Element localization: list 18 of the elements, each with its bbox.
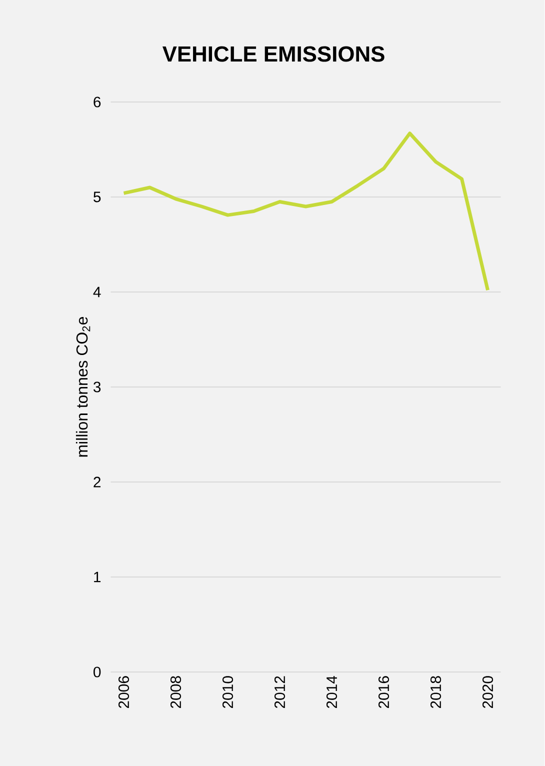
x-tick-label: 2008 — [170, 676, 182, 708]
x-tick-label: 2020 — [482, 676, 494, 708]
y-tick-label: 3 — [94, 382, 101, 392]
x-tick-label: 2016 — [378, 676, 390, 708]
y-tick-label: 5 — [94, 192, 101, 202]
x-tick-label: 2014 — [326, 676, 338, 708]
chart-title: VEHICLE EMISSIONS — [162, 46, 384, 62]
y-tick-label: 4 — [93, 286, 101, 298]
x-tick-label: 2006 — [118, 676, 130, 708]
y-tick-label: 6 — [94, 96, 101, 108]
y-tick-label: 0 — [94, 666, 101, 678]
y-axis-title: million tonnes CO$_{2}$e — [76, 317, 90, 457]
y-tick-label: 2 — [94, 476, 101, 488]
y-tick-label: 1 — [94, 572, 101, 582]
x-tick-label: 2018 — [430, 676, 442, 708]
line-series — [122, 132, 490, 292]
x-tick-label: 2010 — [222, 676, 234, 708]
x-tick-label: 2012 — [274, 676, 286, 708]
